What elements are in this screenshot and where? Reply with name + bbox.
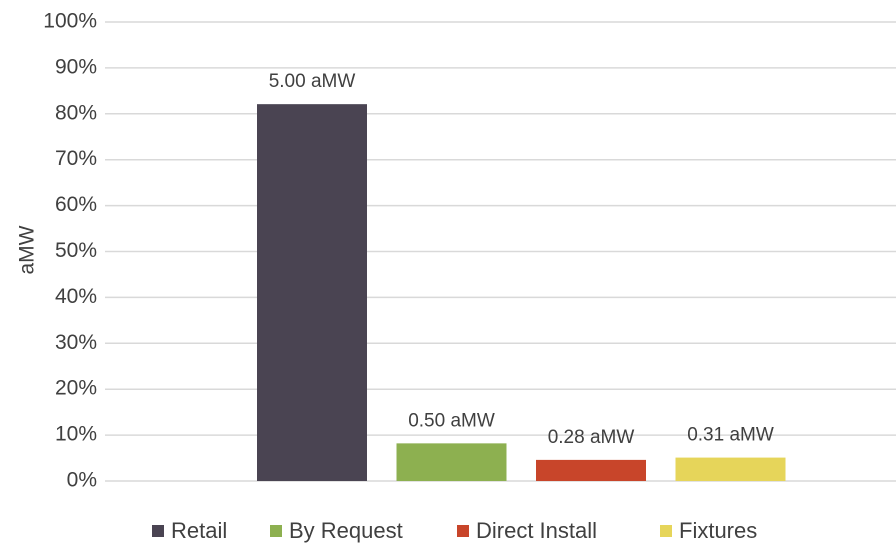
bar [536, 459, 646, 481]
y-tick-label: 60% [55, 193, 97, 216]
data-label: 0.31 aMW [687, 425, 774, 446]
legend-swatch [270, 525, 282, 537]
y-tick-label: 80% [55, 101, 97, 124]
y-tick-label: 10% [55, 423, 97, 446]
data-label: 0.28 aMW [548, 427, 635, 448]
y-tick-label: 30% [55, 331, 97, 354]
data-label: 5.00 aMW [269, 71, 356, 92]
bar [675, 457, 786, 481]
legend-swatch [152, 525, 164, 537]
y-axis-label: aMW [16, 225, 39, 274]
legend-label: Direct Install [476, 518, 597, 543]
y-tick-label: 90% [55, 55, 97, 78]
bar [257, 104, 367, 481]
bar [396, 443, 507, 481]
y-tick-label: 100% [43, 10, 97, 33]
legend-swatch [660, 525, 672, 537]
legend-label: Retail [171, 518, 227, 543]
legend-swatch [457, 525, 469, 537]
y-tick-label: 70% [55, 147, 97, 170]
legend-label: By Request [289, 518, 403, 543]
y-tick-label: 20% [55, 377, 97, 400]
legend-label: Fixtures [679, 518, 757, 543]
y-tick-label: 0% [67, 469, 97, 492]
y-tick-label: 50% [55, 239, 97, 262]
data-label: 0.50 aMW [408, 410, 495, 431]
y-tick-label: 40% [55, 285, 97, 308]
